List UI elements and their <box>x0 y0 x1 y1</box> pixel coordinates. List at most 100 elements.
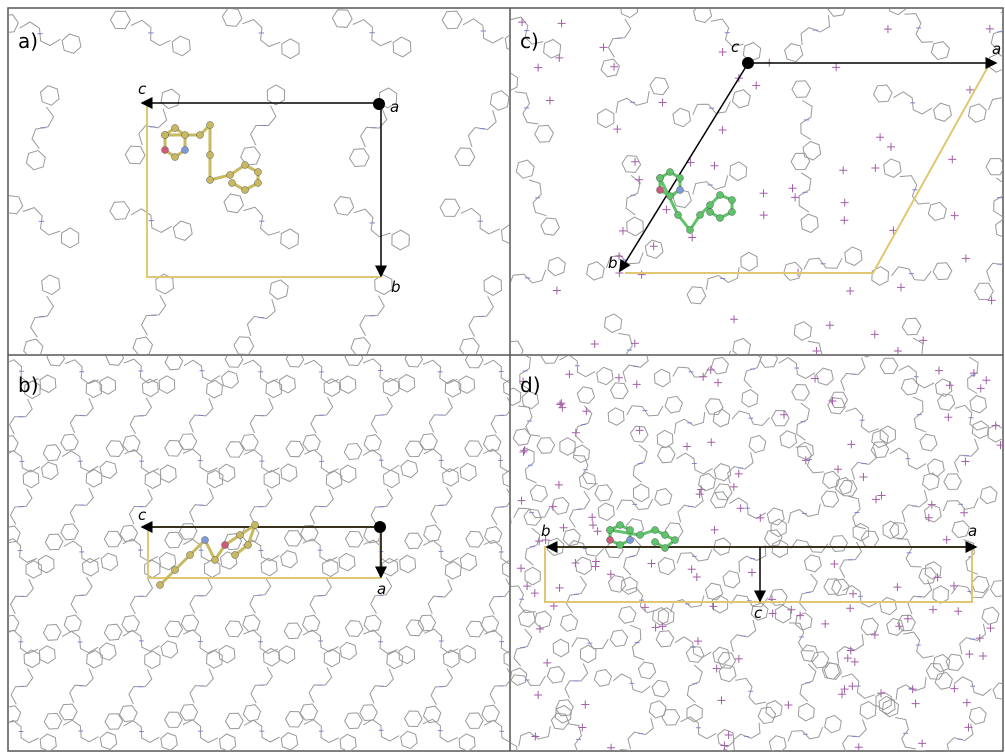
cross <box>877 689 886 698</box>
cross <box>893 347 902 354</box>
ring <box>121 614 140 633</box>
cross <box>908 685 917 694</box>
ring <box>22 469 40 489</box>
axis-label: c <box>138 80 147 98</box>
ring <box>822 470 841 489</box>
ring <box>280 228 300 250</box>
ring <box>9 14 19 33</box>
ring <box>284 710 304 728</box>
cross <box>964 723 973 732</box>
ring <box>41 274 61 296</box>
cross <box>801 456 810 465</box>
ring <box>713 537 731 556</box>
ring <box>860 617 879 636</box>
ring <box>816 367 834 386</box>
ring <box>900 377 920 396</box>
ring <box>399 554 417 574</box>
ring <box>99 731 118 751</box>
bond <box>896 538 922 568</box>
cross <box>736 504 745 513</box>
cross <box>588 521 597 530</box>
bond <box>705 267 740 290</box>
ring <box>400 459 419 479</box>
ring <box>655 630 675 648</box>
cross <box>647 559 656 568</box>
ring <box>656 429 674 449</box>
bond <box>243 206 281 236</box>
ring <box>732 337 751 354</box>
ring <box>770 409 790 427</box>
ring <box>871 266 890 286</box>
bond <box>841 673 875 699</box>
ring <box>512 428 532 446</box>
cross <box>840 216 849 225</box>
ring <box>621 155 642 173</box>
bond <box>483 719 509 743</box>
cross <box>779 410 788 419</box>
bond <box>424 628 459 654</box>
cross <box>571 428 580 437</box>
cross <box>788 184 797 193</box>
bond <box>352 19 392 47</box>
ring <box>883 158 902 178</box>
ring <box>459 644 477 664</box>
ring <box>722 570 741 589</box>
cross <box>828 396 837 405</box>
bond <box>158 521 258 587</box>
ring <box>511 72 519 91</box>
cross <box>557 399 566 408</box>
cross <box>859 473 868 482</box>
cross <box>535 624 544 633</box>
cross <box>686 158 695 167</box>
atom <box>661 531 669 539</box>
bond <box>889 447 927 470</box>
atom <box>161 131 169 139</box>
ring <box>158 375 176 394</box>
ring <box>632 483 650 503</box>
atom <box>221 541 229 549</box>
bond <box>912 337 924 354</box>
ring <box>586 261 605 281</box>
cross <box>870 330 879 339</box>
bond <box>626 405 664 417</box>
molecule <box>656 168 736 234</box>
origin <box>373 98 385 110</box>
ring <box>99 376 117 395</box>
bond <box>559 356 596 378</box>
cross <box>975 634 984 643</box>
ring <box>934 671 953 690</box>
cross <box>848 682 857 691</box>
atom <box>201 536 209 544</box>
cross <box>517 496 526 505</box>
cross <box>588 513 597 522</box>
ring <box>278 645 296 664</box>
bond <box>630 624 645 661</box>
ring <box>343 442 363 461</box>
panel-label: b) <box>18 373 39 397</box>
bond <box>244 449 280 473</box>
bond <box>612 673 651 694</box>
ring <box>144 470 162 490</box>
cross <box>976 384 985 393</box>
cross <box>555 583 564 592</box>
ring <box>459 462 477 482</box>
ring <box>932 585 949 604</box>
ring <box>363 434 382 452</box>
ring <box>823 578 843 595</box>
ring <box>263 469 281 489</box>
ring <box>979 485 998 505</box>
ring <box>936 393 956 411</box>
ring <box>501 560 509 578</box>
cross <box>759 211 768 220</box>
ring <box>439 198 461 217</box>
ring <box>442 649 460 669</box>
ring <box>160 640 179 659</box>
bond <box>514 91 539 125</box>
ring <box>23 649 41 669</box>
ring <box>629 425 649 443</box>
ring <box>859 701 877 720</box>
cross <box>850 657 859 666</box>
ring <box>971 575 990 594</box>
axis-label: c <box>138 506 147 524</box>
ring <box>280 550 298 569</box>
